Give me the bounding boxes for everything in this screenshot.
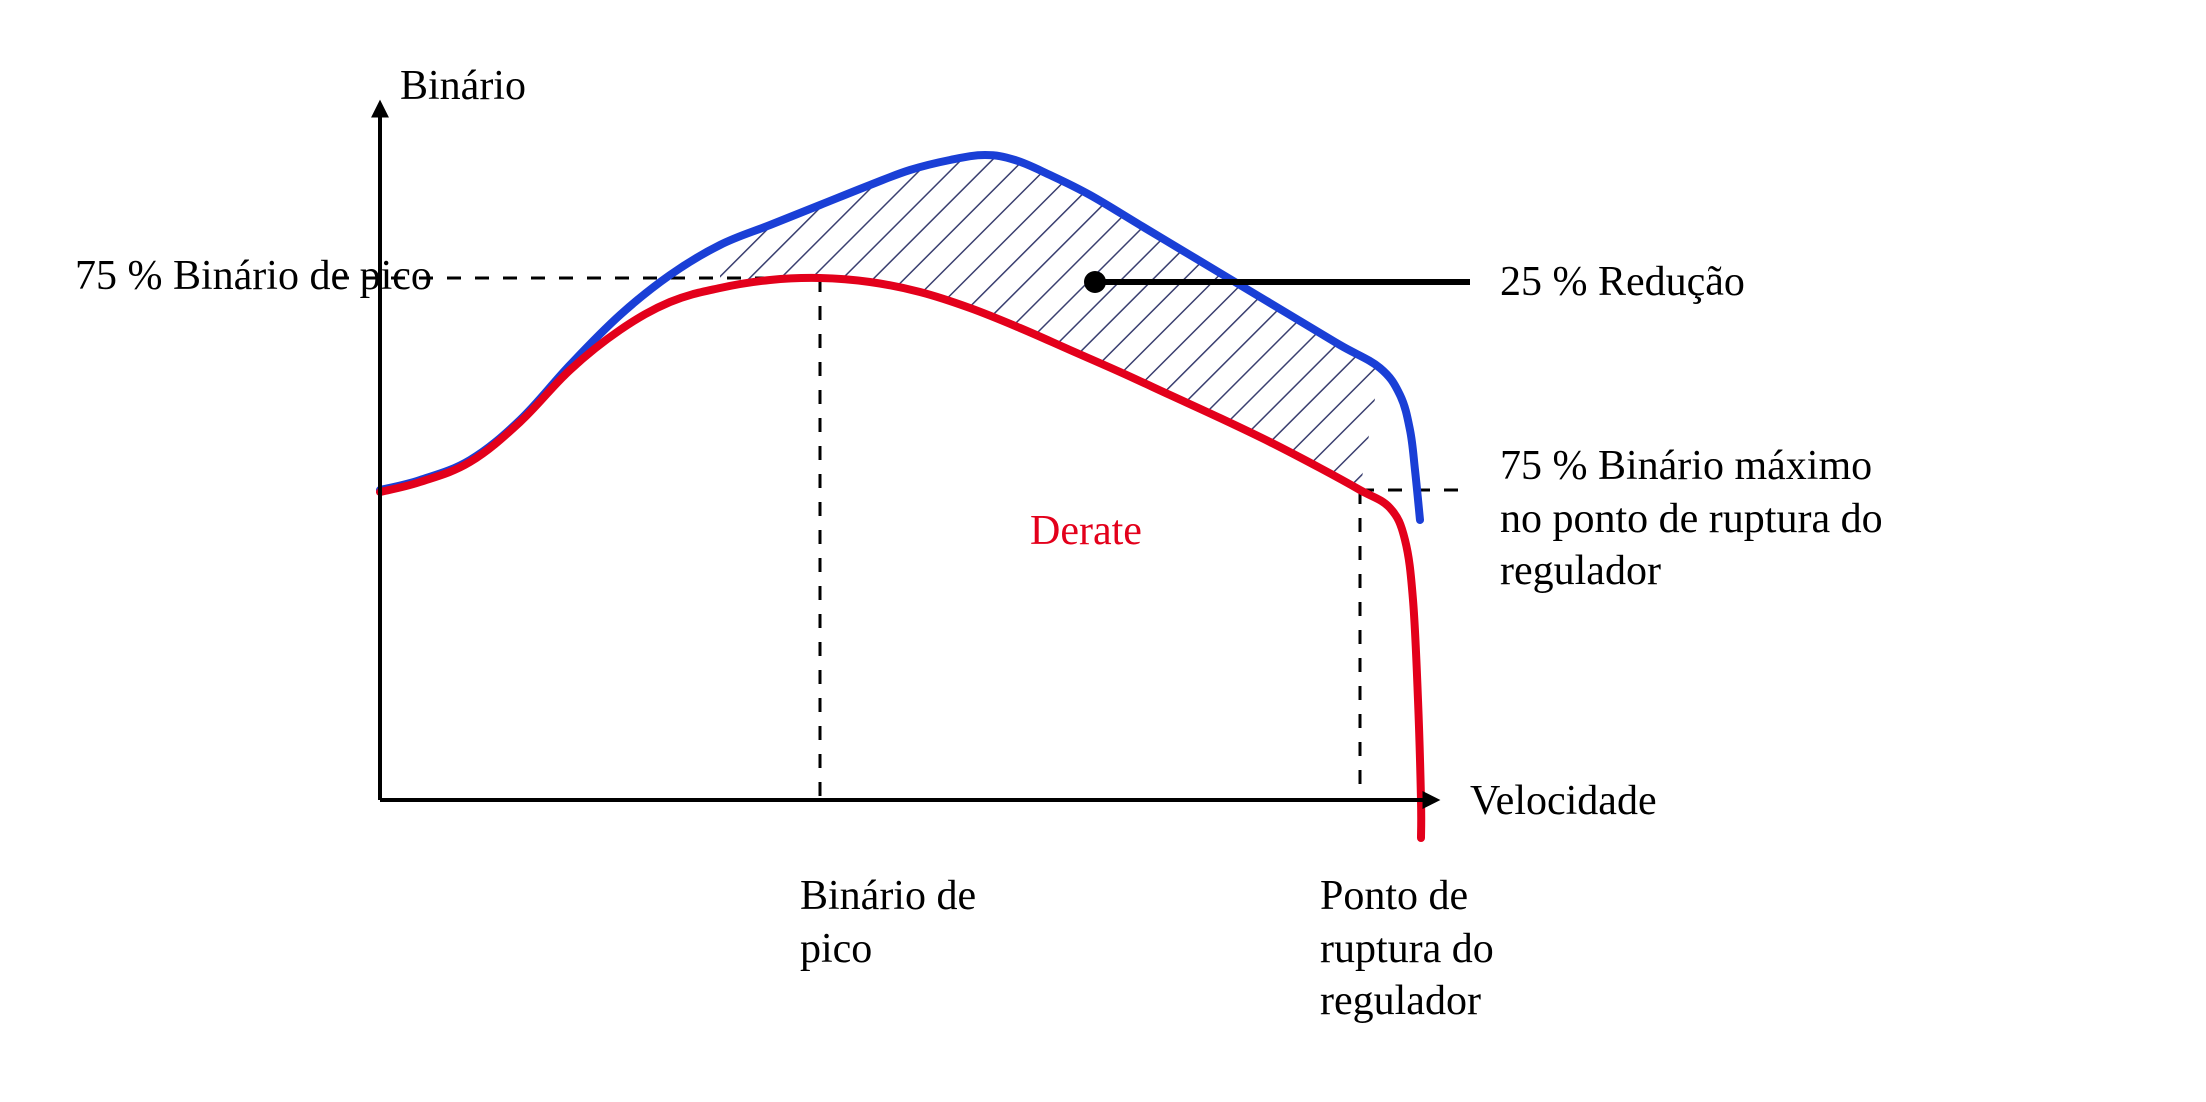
label-25-reduction: 25 % Redução <box>1500 256 1745 309</box>
label-derate: Derate <box>1030 505 1142 558</box>
label-75-peak: 75 % Binário de pico <box>75 250 432 303</box>
y-axis-label: Binário <box>400 60 526 113</box>
xlabel-break-point: Ponto de ruptura do regulador <box>1320 870 1494 1028</box>
diagram-stage: Binário Velocidade 75 % Binário de pico … <box>0 0 2206 1102</box>
xlabel-peak-torque: Binário de pico <box>800 870 976 975</box>
label-75-break: 75 % Binário máximo no ponto de ruptura … <box>1500 440 1883 598</box>
x-axis-label: Velocidade <box>1470 775 1657 828</box>
leader-dot <box>1084 271 1106 293</box>
